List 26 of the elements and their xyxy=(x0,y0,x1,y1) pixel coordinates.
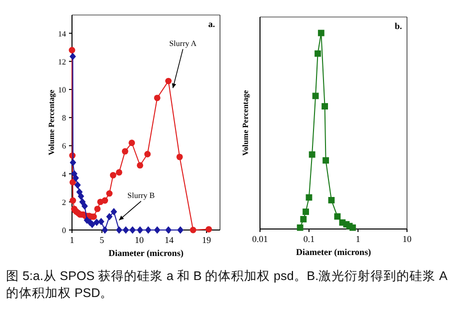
x-tick-label: 5 xyxy=(100,235,105,245)
y-axis-title: Volume Percentage xyxy=(241,90,250,156)
annotation: Slurry A xyxy=(169,39,197,48)
x-axis-title: Diameter (microns) xyxy=(296,247,371,257)
x-tick-label: 19 xyxy=(202,235,212,245)
text: b. xyxy=(394,21,402,31)
x-tick-label: 0.01 xyxy=(252,234,268,244)
x-tick-label: 1 xyxy=(70,235,74,245)
y-tick-label: 10 xyxy=(58,85,66,94)
x-tick-label: 0.1 xyxy=(303,234,315,244)
x-tick-label: 10 xyxy=(134,235,144,245)
x-tick-label: 14 xyxy=(164,235,174,245)
y-tick-label: 6 xyxy=(62,142,66,151)
annotation: Slurry B xyxy=(127,191,155,200)
x-tick-label: 10 xyxy=(402,234,412,244)
x-tick-label: 1 xyxy=(356,234,360,244)
y-tick-label: 0 xyxy=(62,226,66,235)
y-tick-label: 2 xyxy=(62,198,66,207)
y-tick-label: 4 xyxy=(62,170,66,179)
y-tick-label: 14 xyxy=(58,29,66,38)
caption: 图 5:a.从 SPOS 获得的硅浆 a 和 B 的体积加权 psd。B.激光衍射得到的硅浆 A 的体积加权 PSD。 xyxy=(6,268,448,302)
y-tick-label: 12 xyxy=(58,57,66,66)
x-axis-title: Diameter (microns) xyxy=(108,248,184,258)
y-axis-title: Volume Percentage xyxy=(47,89,56,156)
annotation: a. xyxy=(208,19,215,29)
y-tick-label: 8 xyxy=(62,114,66,123)
